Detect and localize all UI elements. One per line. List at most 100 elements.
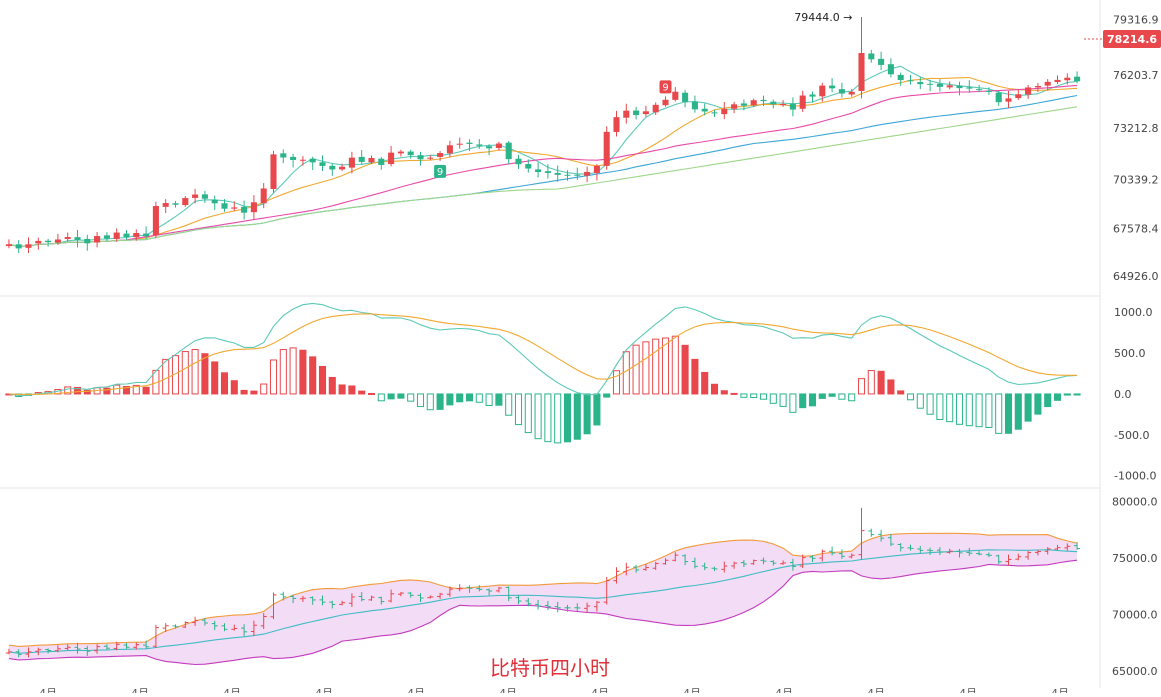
candle-body (113, 232, 120, 239)
candle-body (584, 171, 591, 176)
macd-histogram-bar (436, 393, 444, 410)
macd-panel[interactable] (5, 302, 1081, 444)
candle-body (780, 104, 787, 106)
candle-body (711, 112, 718, 114)
high-price-label: 79444.0 → (794, 11, 852, 24)
price-panel[interactable]: 9 9 79444.0 → (5, 11, 1081, 253)
candle-body (123, 233, 130, 238)
macd-histogram-bar (818, 393, 826, 399)
candle-body (133, 233, 140, 238)
macd-histogram-bar (789, 393, 797, 413)
candle-body (574, 174, 581, 176)
candle-body (662, 99, 669, 106)
macd-histogram-bar (955, 393, 964, 425)
macd-histogram-bar (505, 393, 513, 416)
candle-body (731, 104, 738, 109)
macd-histogram-bar (936, 393, 944, 421)
candle-body (260, 188, 267, 204)
macd-histogram-bar (211, 361, 219, 395)
price-tick-label: 73212.8 (1113, 122, 1159, 135)
bollinger-tick-label: 80000.0 (1112, 496, 1158, 509)
time-tick-label: 4月 (223, 687, 241, 693)
time-tick-label: 4月 (315, 687, 333, 693)
time-tick-label: 4月 (39, 687, 57, 693)
macd-histogram-bar (622, 351, 630, 395)
candle-body (1054, 79, 1061, 83)
macd-tick-label: -500.0 (1114, 429, 1149, 442)
time-tick-label: 4月 (683, 687, 701, 693)
candle-body (329, 165, 336, 170)
candle-body (476, 144, 483, 146)
price-tick-label: 67578.4 (1113, 223, 1159, 236)
macd-histogram-bar (142, 386, 150, 395)
ma-longest-line (8, 106, 1078, 247)
macd-histogram-bar (759, 393, 768, 400)
candle-body (887, 64, 894, 75)
bollinger-lower-line (8, 559, 1078, 666)
candle-body (603, 131, 610, 166)
candle-body (417, 155, 424, 160)
macd-histogram-bar (710, 383, 719, 395)
macd-histogram-bar (299, 349, 307, 395)
candle-body (897, 74, 904, 81)
macd-histogram-bar (446, 393, 454, 406)
macd-histogram-bar (857, 378, 866, 395)
macd-histogram-bar (407, 393, 415, 402)
bollinger-panel[interactable] (5, 507, 1081, 666)
macd-histogram-bar (485, 393, 493, 407)
grid-lines (0, 0, 1101, 688)
candle-body (721, 108, 728, 115)
candle-body (838, 89, 845, 94)
candle-body (642, 111, 649, 115)
macd-histogram-bar (652, 338, 660, 395)
time-tick-label: 4月 (591, 687, 609, 693)
candle-body (966, 87, 973, 89)
macd-histogram-bar (828, 393, 836, 397)
candle-body (397, 151, 404, 154)
macd-histogram-bar (671, 335, 679, 395)
candle-body (544, 171, 551, 173)
macd-histogram-bar (691, 358, 699, 395)
macd-histogram-bar (916, 393, 924, 409)
candle-body (564, 174, 571, 176)
macd-histogram-bar (750, 393, 758, 398)
bollinger-tick-label: 65000.0 (1112, 665, 1158, 678)
candle-body (211, 199, 218, 204)
macd-histogram-bar (514, 393, 523, 426)
candle-body (231, 207, 238, 209)
current-price-label: 78214.6 (1107, 33, 1157, 46)
candle-body (1044, 81, 1051, 86)
candle-body (936, 83, 943, 87)
bollinger-upper-line (8, 532, 1078, 647)
price-tick-label: 64926.0 (1113, 270, 1159, 283)
macd-histogram-bar (897, 390, 905, 395)
candle-body (348, 157, 355, 168)
candle-body (486, 146, 493, 149)
price-tick-label: 76203.7 (1113, 69, 1159, 82)
candle-body (221, 203, 228, 209)
macd-histogram-bar (279, 349, 287, 395)
macd-histogram-bar (181, 351, 189, 395)
candle-body (848, 91, 855, 95)
candle-body (917, 82, 924, 85)
macd-histogram-bar (720, 390, 728, 395)
candle-body (280, 153, 287, 158)
price-axis: 79316.9 76203.7 73212.8 70339.2 67578.4 64926… (39, 13, 1161, 697)
candle-body (368, 157, 375, 163)
candle-body (1064, 77, 1071, 81)
macd-histogram-bar (260, 383, 268, 395)
time-tick-label: 4月 (775, 687, 793, 693)
candle-body (25, 244, 32, 248)
macd-tick-label: 0.0 (1114, 388, 1132, 401)
candle-body (103, 235, 110, 239)
macd-histogram-bar (926, 393, 934, 415)
time-tick-label: 4月 (867, 687, 885, 693)
candle-body (201, 194, 208, 199)
chart-caption: 比特币四小时 (490, 656, 610, 680)
candle-body (701, 108, 708, 112)
candle-body (495, 143, 502, 148)
candle-body (466, 142, 473, 144)
candle-body (45, 240, 52, 243)
